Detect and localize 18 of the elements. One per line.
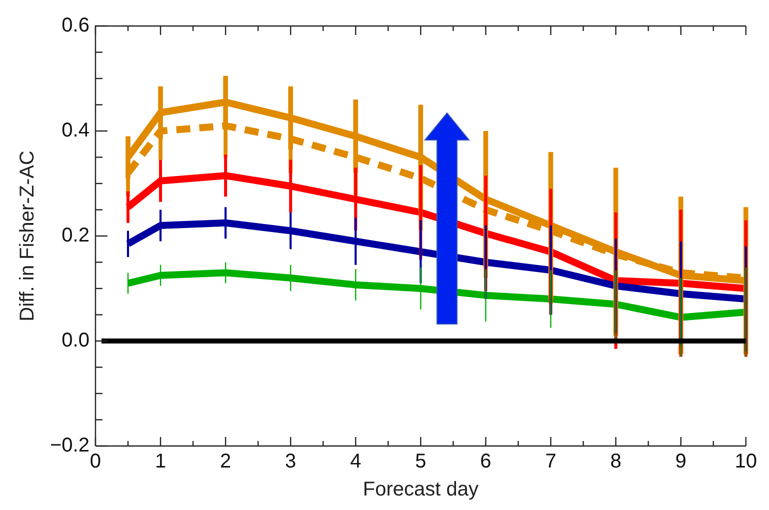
x-tick-label: 4 [350, 450, 362, 473]
x-tick-label: 8 [610, 450, 622, 473]
x-tick-label: 3 [285, 450, 296, 473]
x-tick-label: 10 [734, 450, 757, 473]
y-tick-label: 0.6 [62, 14, 90, 37]
x-tick-label: 1 [154, 450, 166, 473]
y-axis-title: Diff. in Fisher-Z-AC [16, 150, 39, 322]
x-tick-label: 0 [90, 450, 102, 473]
x-tick-label: 7 [545, 450, 556, 473]
x-tick-label: 2 [220, 450, 232, 473]
x-tick-label: 5 [415, 450, 426, 473]
y-tick-label: 0.4 [62, 120, 90, 142]
y-tick-label: 0.0 [62, 330, 90, 352]
x-tick-label: 6 [480, 450, 492, 473]
x-tick-label: 9 [675, 450, 686, 473]
x-axis-title: Forecast day [362, 478, 478, 501]
y-tick-label: −0.2 [50, 434, 90, 457]
y-tick-label: 0.2 [62, 224, 90, 247]
